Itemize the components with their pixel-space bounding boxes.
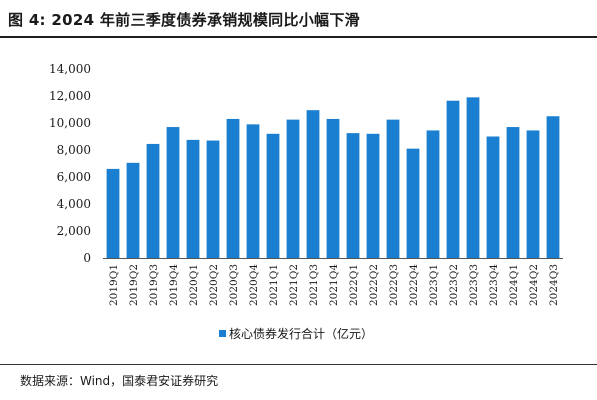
bar-2023Q4 [486, 136, 500, 258]
x-tick-label: 2022Q2 [368, 264, 380, 306]
x-tick-label: 2020Q2 [208, 264, 220, 306]
bar-2023Q2 [446, 100, 460, 258]
x-tick-label: 2019Q1 [108, 264, 120, 306]
legend-label: 核心债券发行合计（亿元） [229, 326, 373, 341]
x-tick-label: 2023Q3 [468, 264, 480, 306]
x-tick-label: 2020Q1 [188, 264, 200, 306]
bars [106, 97, 560, 259]
bar-2023Q1 [426, 130, 440, 258]
x-tick-label: 2024Q3 [548, 264, 560, 306]
bar-2024Q3 [546, 116, 560, 258]
bar-2022Q2 [366, 133, 380, 258]
x-tick-label: 2021Q3 [308, 264, 320, 306]
bar-2024Q2 [526, 130, 540, 258]
bar-2022Q1 [346, 133, 360, 259]
y-axis: 0 2,000 4,000 6,000 8,000 10,000 12,000 14,000 [49, 62, 91, 265]
y-tick-label: 2,000 [57, 224, 91, 238]
bar-2019Q3 [146, 143, 160, 258]
y-tick-label: 4,000 [57, 197, 91, 211]
bar-2020Q4 [246, 124, 260, 258]
x-tick-label: 2022Q3 [388, 264, 400, 306]
legend: 核心债券发行合计（亿元） [219, 326, 373, 341]
bar-2022Q3 [386, 119, 400, 259]
x-tick-label: 2023Q2 [448, 264, 460, 306]
source-note: 数据来源：Wind，国泰君安证券研究 [20, 374, 219, 388]
y-tick-label: 10,000 [49, 116, 91, 130]
x-tick-label: 2020Q3 [228, 264, 240, 306]
bar-2021Q3 [306, 110, 320, 259]
x-axis: 2019Q1 2019Q2 2019Q3 2019Q4 2020Q1 2020Q2 2020… [108, 264, 560, 306]
source-rule [0, 364, 597, 365]
x-tick-label: 2021Q2 [288, 264, 300, 306]
x-tick-label: 2024Q2 [528, 264, 540, 306]
y-tick-label: 14,000 [49, 62, 91, 76]
x-tick-label: 2019Q3 [148, 264, 160, 306]
bar-2019Q1 [106, 168, 120, 258]
bar-2019Q2 [126, 162, 140, 258]
bar-2019Q4 [166, 127, 180, 258]
x-tick-label: 2021Q4 [328, 264, 340, 306]
figure-title: 图 4: 2024 年前三季度债券承销规模同比小幅下滑 [8, 11, 360, 29]
bar-2022Q4 [406, 148, 420, 258]
x-tick-label: 2024Q1 [508, 264, 520, 306]
x-tick-label: 2023Q1 [428, 264, 440, 306]
bar-2020Q3 [226, 118, 240, 258]
x-tick-label: 2021Q1 [268, 264, 280, 306]
bar-2024Q1 [506, 127, 520, 258]
bar-2021Q4 [326, 118, 340, 258]
x-tick-label: 2023Q4 [488, 264, 500, 306]
x-tick-label: 2019Q4 [168, 264, 180, 306]
bar-2021Q2 [286, 119, 300, 259]
bar-2020Q1 [186, 139, 200, 259]
y-tick-label: 6,000 [57, 170, 91, 184]
title-rule [0, 36, 597, 38]
legend-swatch [219, 330, 226, 337]
y-tick-label: 12,000 [49, 89, 91, 103]
bar-2023Q3 [466, 97, 480, 258]
bar-2020Q2 [206, 140, 220, 258]
x-tick-label: 2022Q1 [348, 264, 360, 306]
x-tick-label: 2020Q4 [248, 264, 260, 306]
y-tick-label: 0 [83, 251, 91, 265]
x-tick-label: 2022Q4 [408, 264, 420, 306]
x-tick-label: 2019Q2 [128, 264, 140, 306]
bar-2021Q1 [266, 133, 280, 258]
y-tick-label: 8,000 [57, 143, 91, 157]
